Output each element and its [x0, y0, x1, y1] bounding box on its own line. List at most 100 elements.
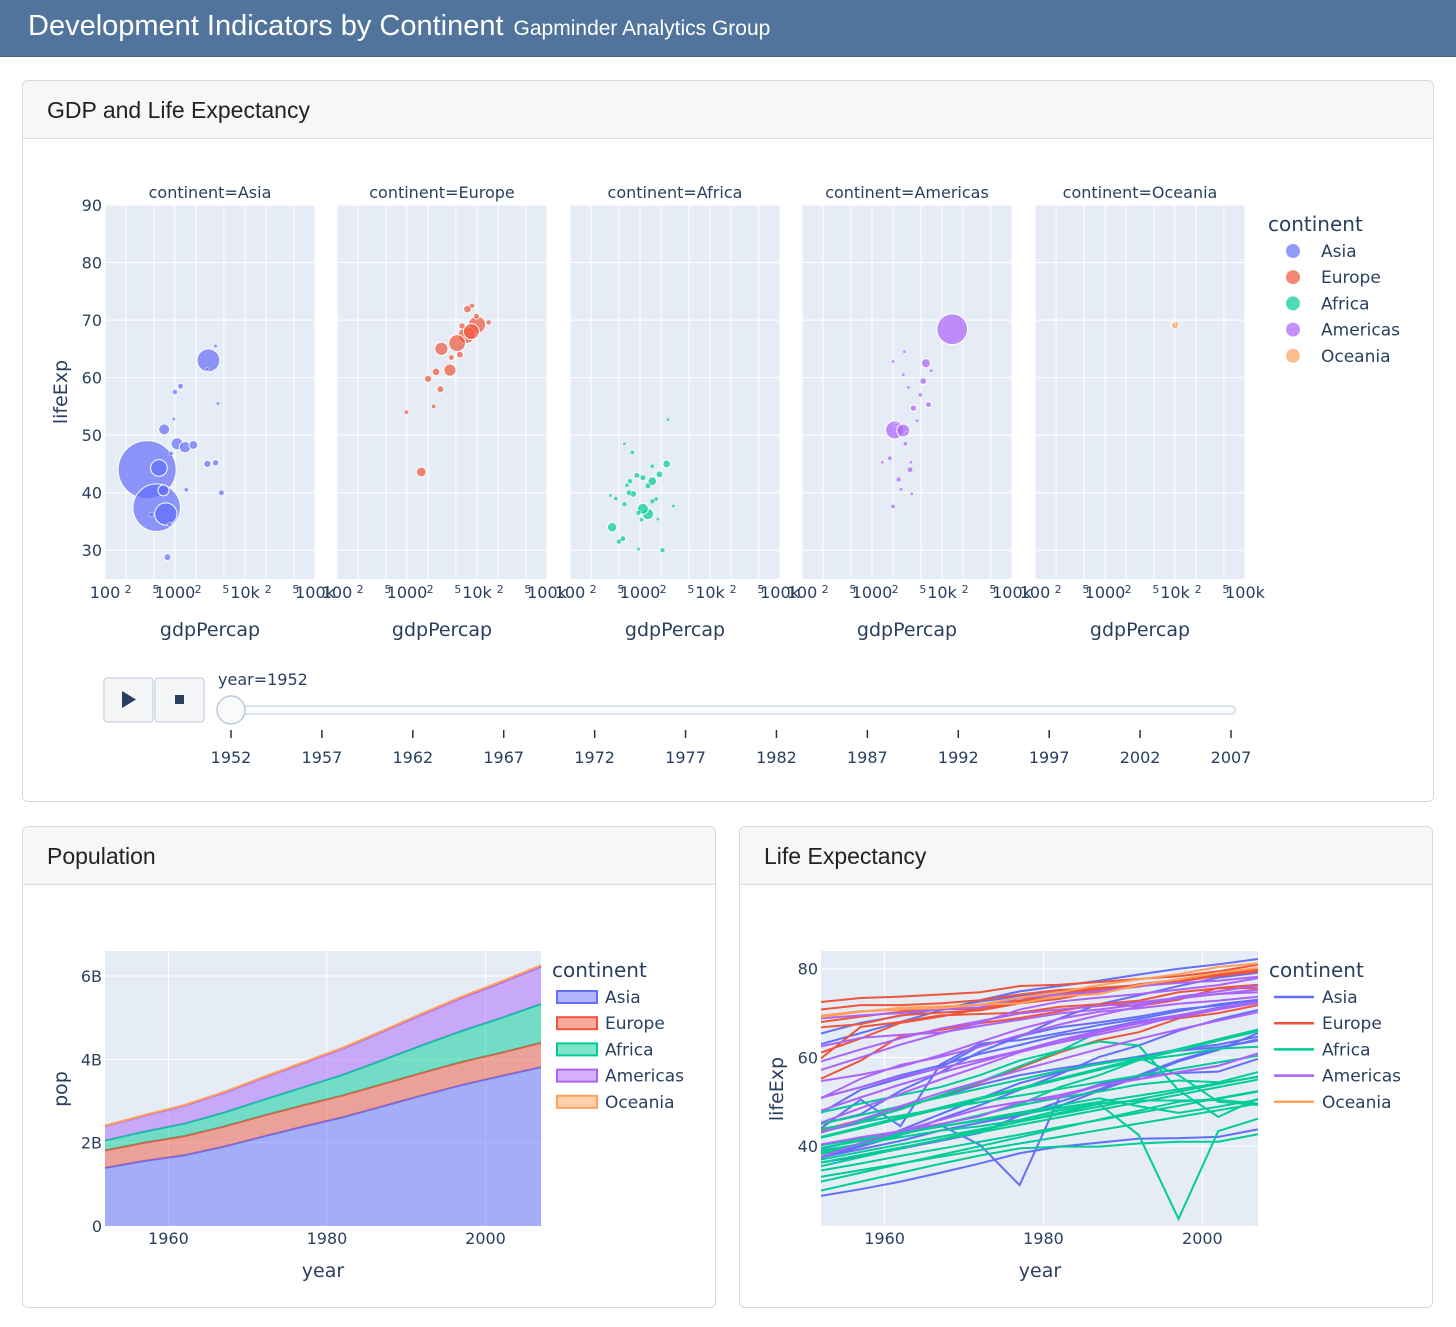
facet-plot-area — [570, 205, 780, 579]
line-series-africa — [821, 1054, 1258, 1130]
data-point — [203, 459, 212, 469]
slider-step-label: 1967 — [483, 748, 524, 767]
x-tick-label: 2 — [357, 583, 364, 596]
x-tick-label: 100k — [1225, 583, 1266, 602]
data-point — [880, 460, 885, 465]
gdp-card: GDP and Life Expectancy continent=Asia 10… — [22, 80, 1434, 802]
data-point — [215, 401, 220, 406]
x-tick-label: 100 — [90, 583, 121, 602]
x-tick-label: 10k — [230, 583, 260, 602]
data-point — [613, 496, 619, 501]
facet-title: continent=Asia — [149, 183, 272, 202]
y-tick-label: 50 — [82, 426, 102, 445]
x-tick-label: 100 — [1020, 583, 1051, 602]
play-icon — [122, 691, 136, 708]
slider-rail[interactable] — [230, 705, 1236, 715]
slider-step-label: 1977 — [665, 748, 706, 767]
data-point — [649, 498, 656, 505]
area-series-europe — [105, 1042, 541, 1168]
line-series-group — [821, 957, 1258, 1222]
data-point — [183, 487, 189, 493]
x-tick-label: 5 — [989, 583, 996, 596]
line-series-americas — [821, 995, 1258, 1082]
data-point — [213, 343, 218, 348]
data-point — [622, 441, 627, 446]
x-tick-label: 5 — [222, 583, 229, 596]
slider-step-label: 1962 — [392, 748, 433, 767]
facet-title: continent=Oceania — [1063, 183, 1218, 202]
population-area-chart: 1960 1980 2000 0 2B 4B 6B year pop continent Asia E… — [50, 951, 684, 1282]
x-tick-label: 5 — [524, 583, 531, 596]
data-point — [448, 334, 467, 353]
line-series-africa — [821, 1097, 1258, 1149]
data-point — [904, 431, 909, 436]
legend-marker — [1286, 244, 1300, 258]
legend-title: continent — [552, 958, 647, 982]
data-point — [196, 348, 221, 373]
slider-step-label: 1997 — [1029, 748, 1070, 767]
line-series-africa — [821, 1102, 1258, 1178]
data-point — [608, 493, 613, 498]
data-point — [188, 440, 199, 450]
data-point — [431, 404, 436, 409]
legend-label: Oceania — [605, 1093, 675, 1113]
x-tick-label: 2 — [962, 583, 969, 596]
data-point — [463, 304, 472, 314]
legend-label: Europe — [1321, 268, 1381, 288]
line-series-americas — [821, 991, 1258, 1063]
x-tick-label: 5 — [152, 583, 159, 596]
data-point — [655, 470, 664, 479]
x-tick-label: 5 — [919, 583, 926, 596]
x-axis-title: gdpPercap — [1090, 619, 1190, 641]
stop-button[interactable] — [154, 677, 205, 723]
x-tick-label: 5 — [757, 583, 764, 596]
legend-marker — [1286, 322, 1300, 337]
x-tick-label: 5 — [849, 583, 856, 596]
x-tick-label: 5 — [1222, 583, 1229, 596]
x-tick-label: 2 — [822, 583, 829, 596]
y-tick-label: 80 — [798, 960, 818, 979]
x-tick-label: 2000 — [465, 1229, 506, 1248]
x-tick-label: 2 — [892, 583, 899, 596]
area-line-oceania — [104, 964, 542, 1127]
data-point — [1174, 321, 1179, 326]
legend-label: Asia — [605, 988, 641, 1008]
y-axis-title: lifeExp — [766, 1057, 788, 1121]
x-tick-label: 1960 — [864, 1229, 905, 1248]
slider-handle[interactable] — [216, 695, 246, 725]
data-point — [893, 422, 898, 427]
legend-label: Asia — [1321, 242, 1357, 262]
data-point — [906, 385, 911, 390]
line-series-africa — [821, 1078, 1258, 1164]
data-point — [434, 341, 449, 356]
data-point — [167, 521, 173, 527]
line-series-asia — [821, 971, 1258, 1125]
data-point — [936, 313, 969, 346]
x-tick-label: 5 — [454, 583, 461, 596]
legend-title: continent — [1269, 958, 1364, 982]
x-tick-label: 5 — [617, 583, 624, 596]
x-tick-label: 1000 — [387, 583, 428, 602]
legend-label: Asia — [1322, 988, 1358, 1008]
legend-label: Africa — [1321, 294, 1370, 314]
slider-step-label: 1952 — [211, 748, 252, 767]
data-point — [154, 502, 178, 526]
data-point — [205, 366, 210, 371]
data-point — [404, 409, 409, 415]
data-point — [447, 353, 455, 361]
data-point — [211, 459, 220, 467]
data-point — [903, 441, 908, 447]
legend-swatch — [556, 1094, 598, 1109]
x-tick-label: 100k — [295, 583, 336, 602]
line-series-africa — [821, 1133, 1258, 1192]
data-point — [624, 482, 630, 488]
area-series-americas — [105, 966, 541, 1141]
legend-label: Africa — [1322, 1040, 1371, 1060]
x-axis-title: gdpPercap — [160, 619, 260, 641]
data-point — [907, 466, 914, 473]
play-button[interactable] — [103, 677, 154, 723]
navbar-brand[interactable]: Development Indicators by Continent Gapmi… — [28, 8, 770, 47]
y-tick-label: 40 — [798, 1137, 818, 1156]
x-tick-label: 2 — [497, 583, 504, 596]
facet-plot-area — [1035, 205, 1245, 579]
